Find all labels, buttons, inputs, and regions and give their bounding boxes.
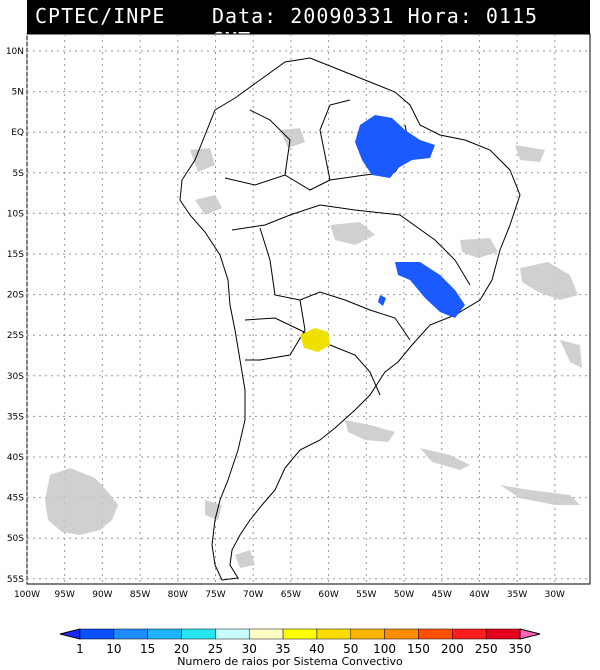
cloud-patch xyxy=(420,448,470,470)
colorbar-tick-label: 35 xyxy=(275,642,290,656)
latitude-label: 45S xyxy=(7,494,24,504)
colorbar-tick-label: 150 xyxy=(407,642,430,656)
colorbar-segment xyxy=(350,628,385,640)
longitude-label: 35W xyxy=(507,590,527,600)
border-line xyxy=(259,227,411,341)
coastlines-borders xyxy=(179,57,521,581)
longitude-label: 30W xyxy=(545,590,565,600)
cloud-patch xyxy=(280,128,305,148)
colorbar-tick-label: 25 xyxy=(208,642,223,656)
cloud-patch xyxy=(330,222,375,245)
colorbar-segment xyxy=(316,628,352,640)
latitude-label: 10S xyxy=(7,209,24,219)
colorbar-tick-label: 30 xyxy=(242,642,257,656)
colorbar-segment xyxy=(147,628,182,640)
datetime-label: Data: 20090331 Hora: 0115 GMT xyxy=(212,4,539,52)
latitude-label: 30S xyxy=(7,372,24,382)
colorbar-segment xyxy=(452,628,487,640)
longitude-label: 95W xyxy=(55,590,75,600)
latitude-label: 50S xyxy=(7,534,24,544)
latitude-label: 40S xyxy=(7,453,24,463)
colorbar-tick-label: 20 xyxy=(174,642,189,656)
longitude-label: 50W xyxy=(394,590,414,600)
latitude-label: 5S xyxy=(13,169,25,179)
colorbar-tick-label: 200 xyxy=(441,642,464,656)
colorbar-segment xyxy=(113,628,148,640)
longitude-label: 90W xyxy=(92,590,112,600)
convective-systems xyxy=(300,115,465,352)
latitude-label: 25S xyxy=(7,331,24,341)
longitude-label: 85W xyxy=(130,590,150,600)
latitude-label: 35S xyxy=(7,412,24,422)
graticule xyxy=(26,34,590,584)
cloud-patch xyxy=(195,195,222,215)
colorbar-segment xyxy=(282,628,318,640)
cloud-patch xyxy=(560,340,582,368)
colorbar-tick-label: 250 xyxy=(475,642,498,656)
cloud-patch xyxy=(190,148,215,172)
longitude-label: 45W xyxy=(432,590,452,600)
latitude-label: EQ xyxy=(11,128,24,138)
latitude-label: 55S xyxy=(7,575,24,585)
cloud-patch xyxy=(520,262,578,300)
cloud-patch xyxy=(500,485,580,505)
longitude-label: 65W xyxy=(281,590,301,600)
longitude-label: 70W xyxy=(243,590,263,600)
longitude-label: 40W xyxy=(469,590,489,600)
south-america-coast xyxy=(179,57,521,581)
axis-ticks: 10N 5N EQ 5S 10S 15S 20S 25S 30S 35S 40S 45S 50S 55S 1… xyxy=(6,47,565,600)
cell-low-count xyxy=(378,295,386,306)
colorbar-tick-label: 100 xyxy=(373,642,396,656)
longitude-label: 60W xyxy=(318,590,338,600)
cell-mid-count xyxy=(300,328,330,352)
border-line xyxy=(249,109,291,176)
longitude-label: 75W xyxy=(205,590,225,600)
colorbar-tick-label: 1 xyxy=(76,642,84,656)
colorbar-segment xyxy=(384,628,419,640)
colorbar-tick-label: 350 xyxy=(509,642,532,656)
cloud-patch xyxy=(460,238,498,258)
colorbar: 1 10 15 20 25 30 35 40 50 100 150 200 250 350 xyxy=(59,628,541,656)
colorbar-segment xyxy=(215,628,250,640)
colorbar-tick-label: 50 xyxy=(343,642,358,656)
longitude-label: 55W xyxy=(356,590,376,600)
colorbar-segment xyxy=(248,628,284,640)
latitude-label: 15S xyxy=(7,250,24,260)
colorbar-segment xyxy=(418,628,453,640)
source-label: CPTEC/INPE xyxy=(35,4,166,28)
cell-low-count xyxy=(395,262,465,318)
border-line xyxy=(245,299,306,361)
cloud-patch xyxy=(45,468,118,535)
title-bar: CPTEC/INPE Data: 20090331 Hora: 0115 GMT xyxy=(27,0,590,52)
colorbar-tick-label: 40 xyxy=(309,642,324,656)
latitude-label: 10N xyxy=(6,47,24,57)
cloud-patch xyxy=(205,500,222,520)
cloud-cover xyxy=(45,128,582,568)
colorbar-min-arrow xyxy=(59,628,81,640)
colorbar-tick-label: 10 xyxy=(106,642,121,656)
cloud-patch xyxy=(235,550,255,568)
border-line xyxy=(231,204,471,286)
colorbar-segment xyxy=(485,628,521,640)
colorbar-tick-label: 15 xyxy=(140,642,155,656)
colorbar-title: Numero de raios por Sistema Convectivo xyxy=(177,655,403,668)
colorbar-segment xyxy=(79,628,115,640)
colorbar-segment xyxy=(181,628,216,640)
border-line xyxy=(319,99,351,181)
latitude-label: 20S xyxy=(7,291,24,301)
cell-low-count xyxy=(355,115,435,178)
map-frame xyxy=(26,33,591,585)
longitude-label: 80W xyxy=(168,590,188,600)
cloud-patch xyxy=(345,420,395,442)
cloud-patch xyxy=(515,145,545,162)
longitude-label: 100W xyxy=(14,590,40,600)
colorbar-max-arrow xyxy=(519,628,541,640)
latitude-label: 5N xyxy=(12,88,24,98)
